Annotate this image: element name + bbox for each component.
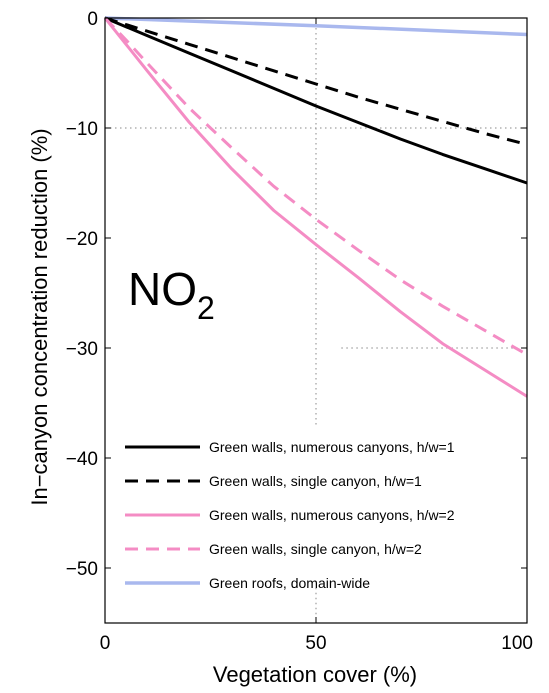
y-axis-label: In−canyon concentration reduction (%): [27, 128, 52, 505]
x-tick-label: 0: [100, 633, 111, 654]
plot-area: [103, 16, 528, 398]
legend-entry-label: Green roofs, domain-wide: [209, 575, 370, 591]
x-axis-label: Vegetation cover (%): [213, 662, 417, 687]
axis-ticks: [104, 17, 528, 623]
legend-entry-label: Green walls, numerous canyons, h/w=2: [209, 507, 455, 523]
y-tick-label: −40: [66, 449, 98, 470]
annotation-main: NO: [128, 263, 197, 315]
x-tick-label: 100: [501, 633, 533, 654]
y-tick-label: 0: [87, 9, 98, 30]
x-tick-labels: 0 50 100: [100, 633, 533, 654]
y-tick-label: −30: [66, 339, 98, 360]
y-tick-label: −50: [66, 559, 98, 580]
series-line-2: [104, 16, 528, 146]
legend-entry-label: Green walls, numerous canyons, h/w=1: [209, 439, 455, 455]
legend-entry-label: Green walls, single canyon, h/w=2: [209, 541, 422, 557]
annotation-subscript: 2: [197, 290, 215, 326]
grid: [105, 18, 527, 623]
series-line-4: [103, 16, 528, 356]
series-line-3: [103, 17, 528, 398]
x-tick-label: 50: [305, 633, 326, 654]
series-line-1: [104, 16, 528, 185]
y-tick-label: −10: [66, 119, 98, 140]
legend-entry-label: Green walls, single canyon, h/w=1: [209, 473, 422, 489]
y-tick-label: −20: [66, 229, 98, 250]
series-line-5: [104, 16, 528, 37]
legend: Green walls, numerous canyons, h/w=1 Gree…: [125, 439, 455, 591]
chart-annotation: NO2: [128, 263, 215, 326]
y-tick-labels: 0 −10 −20 −30 −40 −50: [66, 9, 98, 580]
